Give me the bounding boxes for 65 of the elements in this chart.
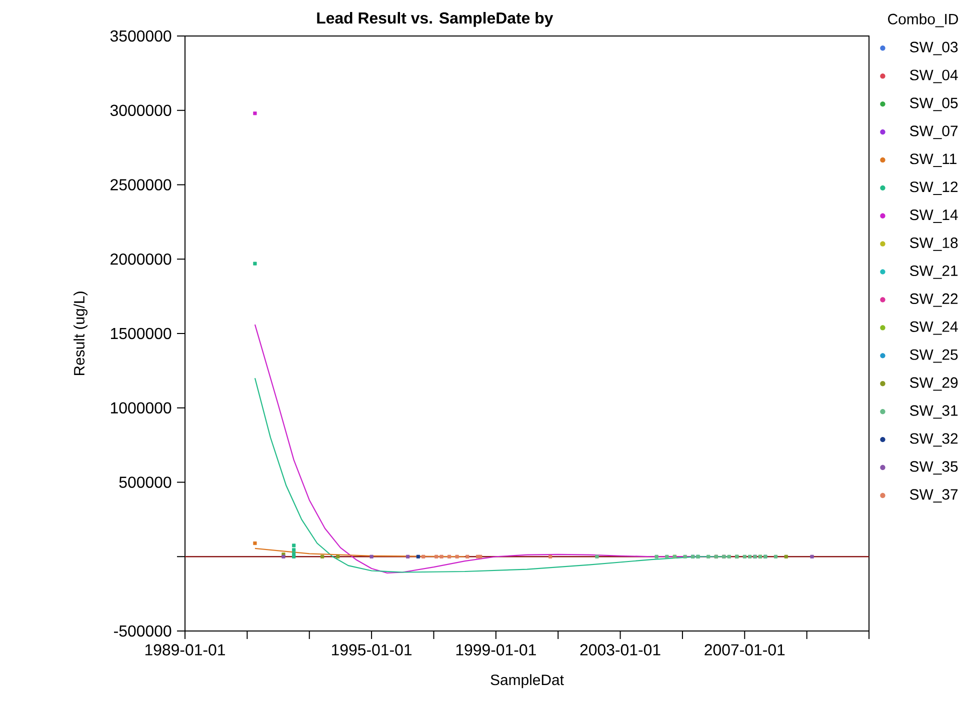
y-tick-label: 2500000 <box>110 179 172 190</box>
point <box>774 554 778 558</box>
legend-label: SW_12 <box>910 182 958 195</box>
point <box>784 554 788 558</box>
y-tick-label: 2000000 <box>110 253 172 265</box>
legend-title: Combo_ID <box>888 13 958 28</box>
x-tick-label: 1995-01-01 <box>332 644 412 656</box>
legend-label: SW_07 <box>910 126 958 140</box>
y-tick-label: 3500000 <box>110 30 172 42</box>
point <box>548 554 552 558</box>
point <box>455 554 459 558</box>
legend-label: SW_05 <box>910 98 958 112</box>
legend-label: SW_32 <box>910 433 958 447</box>
point <box>320 554 324 558</box>
x-tick-label: 1989-01-01 <box>145 644 225 656</box>
point <box>478 554 482 558</box>
legend-label: SW_35 <box>910 461 958 475</box>
point <box>422 554 426 558</box>
point <box>416 554 420 558</box>
y-tick-label: 3000000 <box>110 104 172 116</box>
point <box>440 554 444 558</box>
legend-label: SW_25 <box>910 349 958 363</box>
point <box>654 554 658 558</box>
point <box>292 544 296 548</box>
point <box>292 548 296 552</box>
legend-label: SW_04 <box>910 70 958 84</box>
point <box>370 554 374 558</box>
y-tick-label: 1000000 <box>110 402 172 414</box>
legend-label: SW_18 <box>910 237 958 251</box>
legend-label: SW_22 <box>910 293 958 307</box>
x-tick-label: 2007-01-01 <box>704 644 785 656</box>
y-tick-label: 500000 <box>119 476 172 488</box>
y-tick-label: -500000 <box>114 625 172 637</box>
point <box>810 554 814 558</box>
point <box>683 554 687 558</box>
legend-label: SW_24 <box>910 321 958 335</box>
legend-label: SW_31 <box>910 405 958 419</box>
legend-label: SW_14 <box>910 210 958 223</box>
point <box>665 554 669 558</box>
x-tick-label: 2003-01-01 <box>580 644 660 656</box>
point <box>447 554 452 558</box>
point <box>253 541 257 546</box>
point <box>253 262 257 266</box>
point <box>292 554 296 558</box>
legend-label: SW_37 <box>910 489 958 503</box>
chart-title: Lead Result vs. SampleDate by <box>317 12 554 27</box>
point <box>706 554 710 558</box>
point <box>748 554 752 558</box>
legend-label: SW_11 <box>910 154 956 168</box>
point <box>434 554 438 558</box>
legend-label: SW_21 <box>910 265 958 279</box>
legend-label: SW_03 <box>910 42 958 56</box>
legend-label: SW_29 <box>910 377 958 391</box>
y-tick-label: 1500000 <box>110 328 172 340</box>
x-tick-label: 1999-01-01 <box>456 644 536 656</box>
point <box>595 554 599 558</box>
point <box>406 554 410 558</box>
point <box>727 554 731 558</box>
point <box>253 112 257 116</box>
line-series <box>254 378 730 573</box>
point <box>742 554 746 558</box>
point <box>466 554 470 558</box>
point <box>336 554 340 558</box>
x-axis-title: SampleDat <box>490 674 564 688</box>
y-axis-title: Result (ug/L) <box>74 292 88 376</box>
